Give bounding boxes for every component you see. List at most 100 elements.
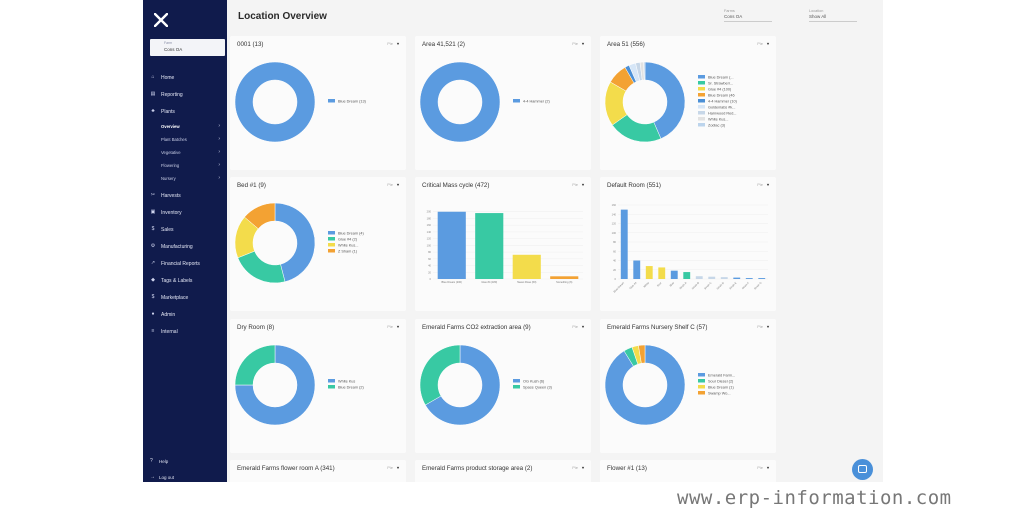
chart-type-dropdown[interactable]: Pie ▾: [387, 182, 399, 187]
sidebar-item-11[interactable]: ≡ Internal: [143, 326, 227, 338]
dollar-icon: $: [151, 294, 155, 300]
chart-type-value: Pie: [757, 182, 763, 187]
sidebar-subitem-2[interactable]: Vegetative ›: [161, 148, 225, 158]
sidebar-item-1[interactable]: ▤ Reporting: [143, 89, 227, 101]
sidebar-subitem-1[interactable]: Plant Batches ›: [161, 135, 225, 145]
caret-down-icon: ▾: [766, 182, 769, 187]
bar[interactable]: [633, 260, 641, 280]
donut-chart: Blue Dream (4) Glue #4 (2) White Kus... Z S…: [234, 202, 364, 284]
donut-slice[interactable]: [237, 250, 286, 284]
help-label: Help: [159, 459, 169, 464]
bar[interactable]: [658, 267, 666, 279]
donut-slice[interactable]: [644, 61, 686, 140]
sidebar-subitem-4[interactable]: Nursery ›: [161, 174, 225, 184]
legend-swatch: [513, 99, 520, 103]
chart-type-dropdown[interactable]: Pie ▾: [757, 465, 769, 470]
chart-type-dropdown[interactable]: Pie ▾: [387, 41, 399, 46]
donut-slice[interactable]: [274, 202, 316, 283]
chart-type-dropdown[interactable]: Pie ▾: [757, 324, 769, 329]
chart-type-dropdown[interactable]: Pie ▾: [757, 41, 769, 46]
bar[interactable]: [512, 254, 541, 279]
chat-button[interactable]: [852, 459, 873, 480]
x-tick-label: Strain B: [691, 281, 701, 291]
donut-slice[interactable]: [234, 344, 316, 426]
donut-slice[interactable]: [604, 344, 686, 426]
legend-label: Goldenlabs #k...: [708, 105, 735, 109]
donut-chart: 4-4 Hammer (2): [419, 61, 551, 143]
chart-type-dropdown[interactable]: Pie ▾: [387, 324, 399, 329]
y-tick-label: 0: [615, 277, 617, 281]
legend-label: Harnwood Red...: [708, 111, 737, 115]
chart-type-dropdown[interactable]: Pie ▾: [572, 182, 584, 187]
chart-type-dropdown[interactable]: Pie ▾: [572, 465, 584, 470]
help-icon: ?: [150, 458, 153, 464]
legend-label: Sour Diesel (2): [708, 379, 734, 383]
legend-label: White Kus...: [338, 243, 358, 247]
sidebar-item-2[interactable]: ♣ Plants: [143, 106, 227, 118]
donut-slice[interactable]: [638, 344, 646, 364]
y-tick-label: 80: [613, 240, 616, 244]
bar[interactable]: [437, 211, 466, 279]
legend-label: Blue Dream (46: [708, 93, 735, 97]
y-tick-label: 60: [428, 257, 431, 261]
chart-type-value: Pie: [572, 324, 578, 329]
legend-swatch: [698, 391, 705, 395]
inventory-icon: ▣: [150, 209, 156, 215]
chart-type-dropdown[interactable]: Pie ▾: [572, 324, 584, 329]
donut-slice[interactable]: [234, 61, 316, 143]
location-card: Default Room (551) Pie ▾ 160 140 120 100 80 60 40…: [600, 177, 776, 311]
location-filter[interactable]: Location Show All: [809, 9, 857, 22]
sidebar-item-9[interactable]: $ Marketplace: [143, 292, 227, 304]
chart-type-dropdown[interactable]: Pie ▾: [572, 41, 584, 46]
sidebar-item-8[interactable]: ◆ Tags & Labels: [143, 275, 227, 287]
sidebar-item-5[interactable]: $ Sales: [143, 224, 227, 236]
farm-selector[interactable]: Farm Cons OA: [150, 39, 225, 56]
donut-slice[interactable]: [419, 344, 461, 406]
bar[interactable]: [745, 278, 753, 279]
app-logo-icon[interactable]: [154, 13, 168, 27]
legend-swatch: [328, 385, 335, 389]
caret-down-icon: ▾: [396, 465, 399, 470]
bar[interactable]: [695, 276, 703, 279]
bar[interactable]: [758, 278, 766, 279]
donut-slice[interactable]: [643, 61, 646, 81]
sidebar-item-4[interactable]: ▣ Inventory: [143, 207, 227, 219]
farms-filter[interactable]: Farms Cons OA: [724, 9, 772, 22]
bar[interactable]: [620, 209, 628, 279]
report-icon: ▤: [150, 91, 156, 97]
chat-icon: [858, 465, 867, 473]
location-card: Bed #1 (9) Pie ▾ Blue Dream (4) Glue #4 (2) W…: [230, 177, 406, 311]
sidebar-item-10[interactable]: ● Admin: [143, 309, 227, 321]
donut-slice[interactable]: [244, 202, 276, 230]
legend-label: Z Sham (1): [338, 249, 358, 253]
bar[interactable]: [683, 272, 691, 279]
location-card: Emerald Farms Nursery Shelf C (57) Pie ▾ Em…: [600, 319, 776, 453]
card-title: Dry Room (8): [237, 324, 275, 331]
bar[interactable]: [720, 277, 728, 279]
bar[interactable]: [733, 277, 741, 279]
bar[interactable]: [670, 270, 678, 279]
sidebar-item-6[interactable]: ⚙ Manufacturing: [143, 241, 227, 253]
x-tick-label: Glue #4 (180): [481, 280, 497, 284]
location-card: Emerald Farms CO2 extraction area (9) Pie…: [415, 319, 591, 453]
legend-swatch: [328, 379, 335, 383]
legend-swatch: [328, 99, 335, 103]
sidebar-item-3[interactable]: ✂ Harvests: [143, 190, 227, 202]
y-tick-label: 180: [427, 216, 432, 220]
donut-slice[interactable]: [419, 61, 501, 143]
bar[interactable]: [475, 213, 504, 279]
sidebar-subitem-0[interactable]: Overview ›: [161, 122, 225, 132]
bar[interactable]: [550, 276, 579, 279]
logout-link[interactable]: → Log out: [143, 473, 227, 482]
bar[interactable]: [708, 276, 716, 279]
help-link[interactable]: ? Help: [143, 457, 227, 467]
donut-slice[interactable]: [234, 344, 276, 386]
chart-type-dropdown[interactable]: Pie ▾: [387, 465, 399, 470]
caret-down-icon: ▾: [581, 324, 584, 329]
bar[interactable]: [645, 266, 653, 279]
chart-type-dropdown[interactable]: Pie ▾: [757, 182, 769, 187]
card-title: Default Room (551): [607, 182, 661, 189]
sidebar-item-0[interactable]: ⌂ Home: [143, 72, 227, 84]
sidebar-item-7[interactable]: ↗ Financial Reports: [143, 258, 227, 270]
sidebar-subitem-3[interactable]: Flowering ›: [161, 161, 225, 171]
